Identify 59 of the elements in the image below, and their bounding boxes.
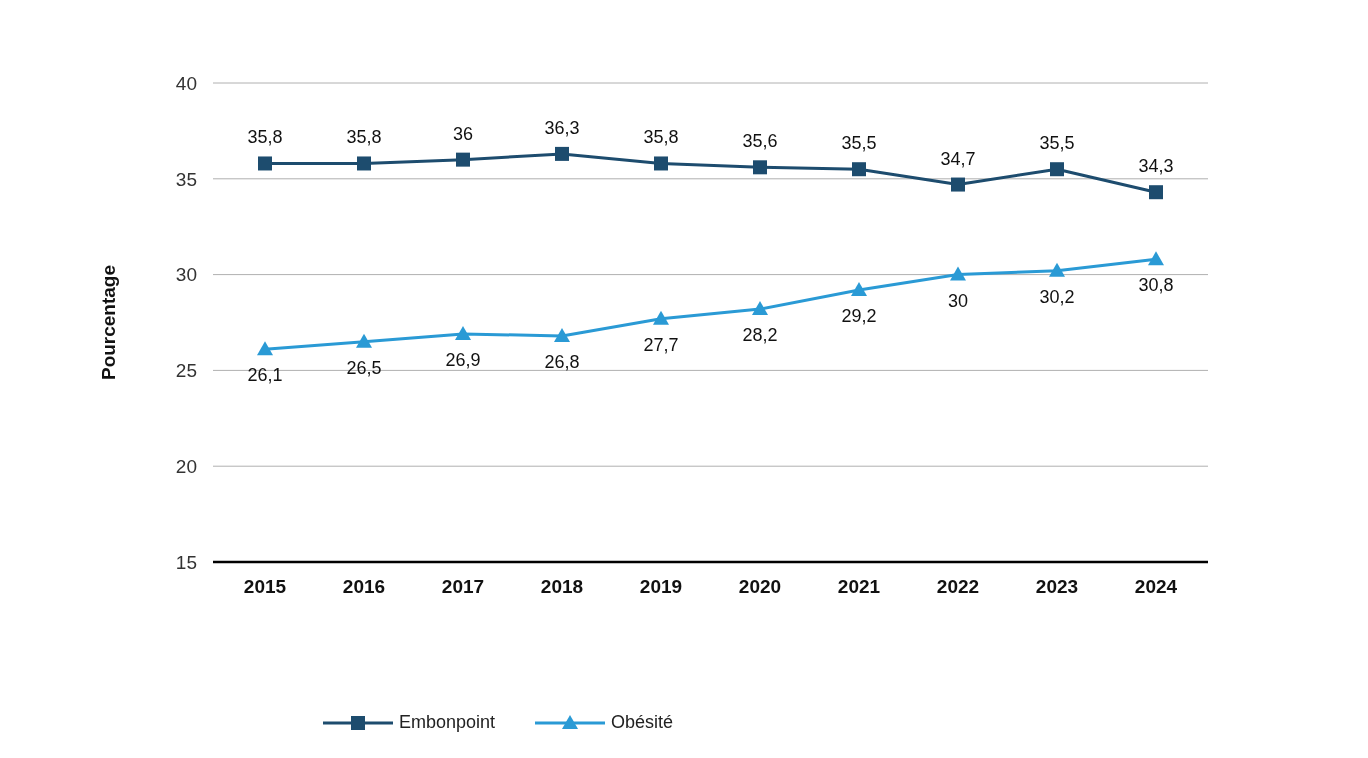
- data-label: 35,8: [346, 127, 382, 148]
- data-label: 26,1: [247, 365, 283, 386]
- data-label: 29,2: [841, 305, 877, 326]
- data-label: 27,7: [643, 334, 679, 355]
- data-label: 30,8: [1138, 275, 1174, 296]
- point: [852, 162, 866, 177]
- data-label: 30: [947, 290, 969, 311]
- point: [258, 156, 272, 171]
- point: [951, 177, 965, 192]
- x-tick-label: 2022: [936, 576, 980, 598]
- x-tick-label: 2016: [342, 576, 386, 598]
- x-tick-label: 2018: [540, 576, 584, 598]
- data-label: 30,2: [1039, 286, 1075, 307]
- point: [455, 326, 471, 340]
- data-label: 35,8: [643, 127, 679, 148]
- data-label: 34,7: [940, 148, 976, 169]
- x-tick-label: 2019: [639, 576, 683, 598]
- point: [357, 156, 371, 171]
- point: [653, 310, 669, 325]
- y-axis-title: Pourcentage: [97, 264, 119, 381]
- data-label: 34,3: [1138, 156, 1174, 177]
- point: [1148, 251, 1164, 266]
- y-tick-label: 20: [175, 455, 197, 477]
- x-tick-label: 2015: [243, 576, 287, 598]
- point: [257, 341, 273, 356]
- y-tick-label: 30: [175, 264, 197, 286]
- data-label: 26,9: [445, 350, 481, 370]
- point: [950, 266, 966, 281]
- data-label: 28,2: [742, 325, 778, 346]
- y-tick-label: 40: [175, 72, 197, 94]
- legend-label: Obésité: [611, 712, 674, 733]
- data-label: 36: [452, 123, 474, 144]
- data-label: 26,5: [346, 357, 382, 378]
- point: [654, 156, 668, 171]
- data-label: 36,3: [544, 117, 580, 138]
- data-label: 35,5: [1039, 133, 1075, 154]
- x-tick-label: 2024: [1134, 576, 1178, 598]
- point: [456, 152, 470, 167]
- x-tick-label: 2023: [1035, 576, 1079, 598]
- legend-label: Embonpoint: [399, 712, 496, 733]
- point: [356, 333, 372, 348]
- y-tick-label: 35: [175, 168, 197, 190]
- data-label: 35,8: [247, 127, 283, 148]
- point: [1049, 262, 1065, 277]
- point: [555, 146, 569, 161]
- data-label: 35,6: [742, 131, 778, 152]
- x-tick-label: 2017: [441, 576, 485, 598]
- data-label: 35,5: [841, 133, 877, 154]
- x-tick-label: 2021: [837, 576, 881, 598]
- x-tick-label: 2020: [738, 576, 782, 598]
- point: [752, 301, 768, 316]
- point: [1050, 162, 1064, 177]
- y-tick-label: 15: [175, 551, 197, 573]
- point: [851, 281, 867, 296]
- point: [554, 327, 570, 342]
- point: [1149, 185, 1163, 200]
- data-label: 26,8: [544, 351, 580, 372]
- point: [753, 160, 767, 175]
- y-tick-label: 25: [175, 360, 197, 382]
